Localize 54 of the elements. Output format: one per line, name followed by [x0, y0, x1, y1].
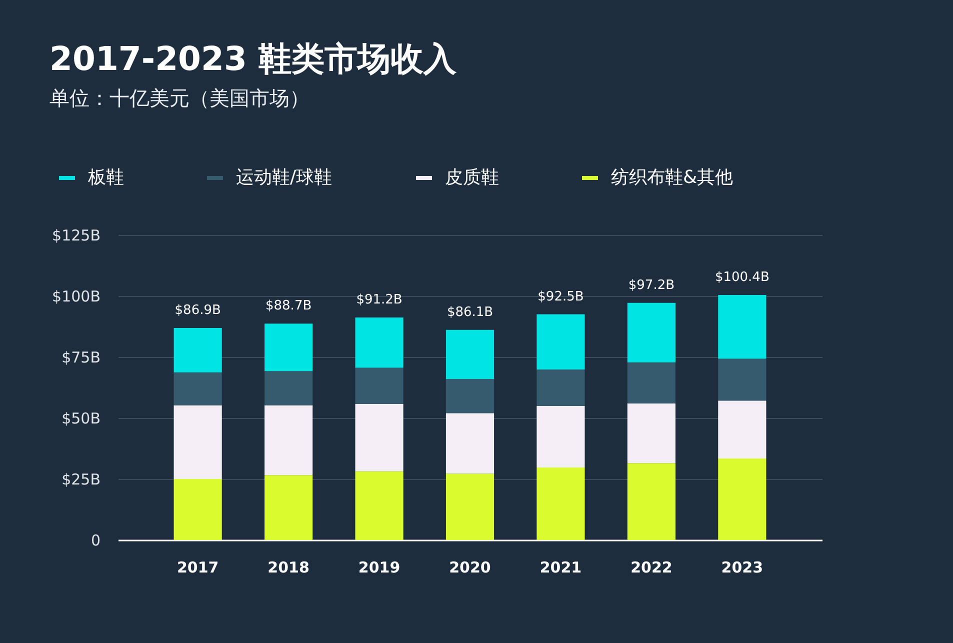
bar [174, 479, 222, 540]
bar [536, 468, 585, 540]
bar [627, 362, 676, 404]
total-label: $86.9B [174, 302, 221, 318]
bar [536, 406, 585, 468]
x-tick-label: 2019 [358, 558, 400, 576]
bar [446, 474, 494, 540]
legend-label: 皮质鞋 [445, 167, 499, 188]
bar [355, 471, 404, 540]
bar [536, 369, 585, 406]
y-tick-label: $75B [62, 348, 100, 366]
total-label: $88.7B [265, 298, 312, 314]
bar [355, 368, 404, 404]
bar [718, 358, 766, 401]
legend-label: 纺织布鞋&其他 [611, 167, 734, 188]
bar [718, 458, 766, 540]
y-tick-label: $100B [52, 288, 100, 306]
y-tick-label: $25B [62, 470, 100, 488]
total-label: $86.1B [446, 304, 494, 320]
total-label: $92.5B [538, 289, 584, 304]
total-label: $97.2B [628, 278, 675, 293]
total-label: $100.4B [714, 270, 770, 286]
bar [264, 371, 313, 406]
chart-title: 2017-2023 鞋类市场收入 [50, 39, 458, 78]
x-tick-label: 2021 [540, 558, 582, 576]
y-tick-label: 0 [90, 532, 100, 550]
bar [536, 314, 585, 370]
bar [446, 330, 494, 379]
bar [174, 372, 222, 406]
x-tick-label: 2023 [721, 558, 764, 576]
legend-label: 板鞋 [87, 167, 124, 188]
bar [627, 463, 676, 540]
x-tick-label: 2022 [630, 558, 672, 576]
y-tick-label: $125B [52, 226, 100, 244]
y-tick-label: $50B [62, 410, 100, 428]
x-tick-label: 2018 [268, 558, 310, 576]
bar [627, 302, 676, 362]
bar [446, 378, 494, 414]
x-tick-label: 2017 [176, 558, 219, 576]
legend-label: 运动鞋/球鞋 [236, 167, 332, 188]
bar [174, 328, 222, 372]
bar [446, 413, 494, 474]
bar [627, 403, 676, 464]
bar [264, 324, 313, 372]
chart-subtitle: 单位：十亿美元（美国市场） [50, 86, 310, 110]
bar [264, 405, 313, 476]
bar [355, 317, 404, 368]
bar [718, 400, 766, 459]
bar [355, 404, 404, 472]
bar [174, 405, 222, 479]
total-label: $91.2B [356, 292, 402, 308]
x-tick-label: 2020 [449, 558, 491, 576]
bar [264, 475, 313, 540]
bar [718, 295, 766, 359]
